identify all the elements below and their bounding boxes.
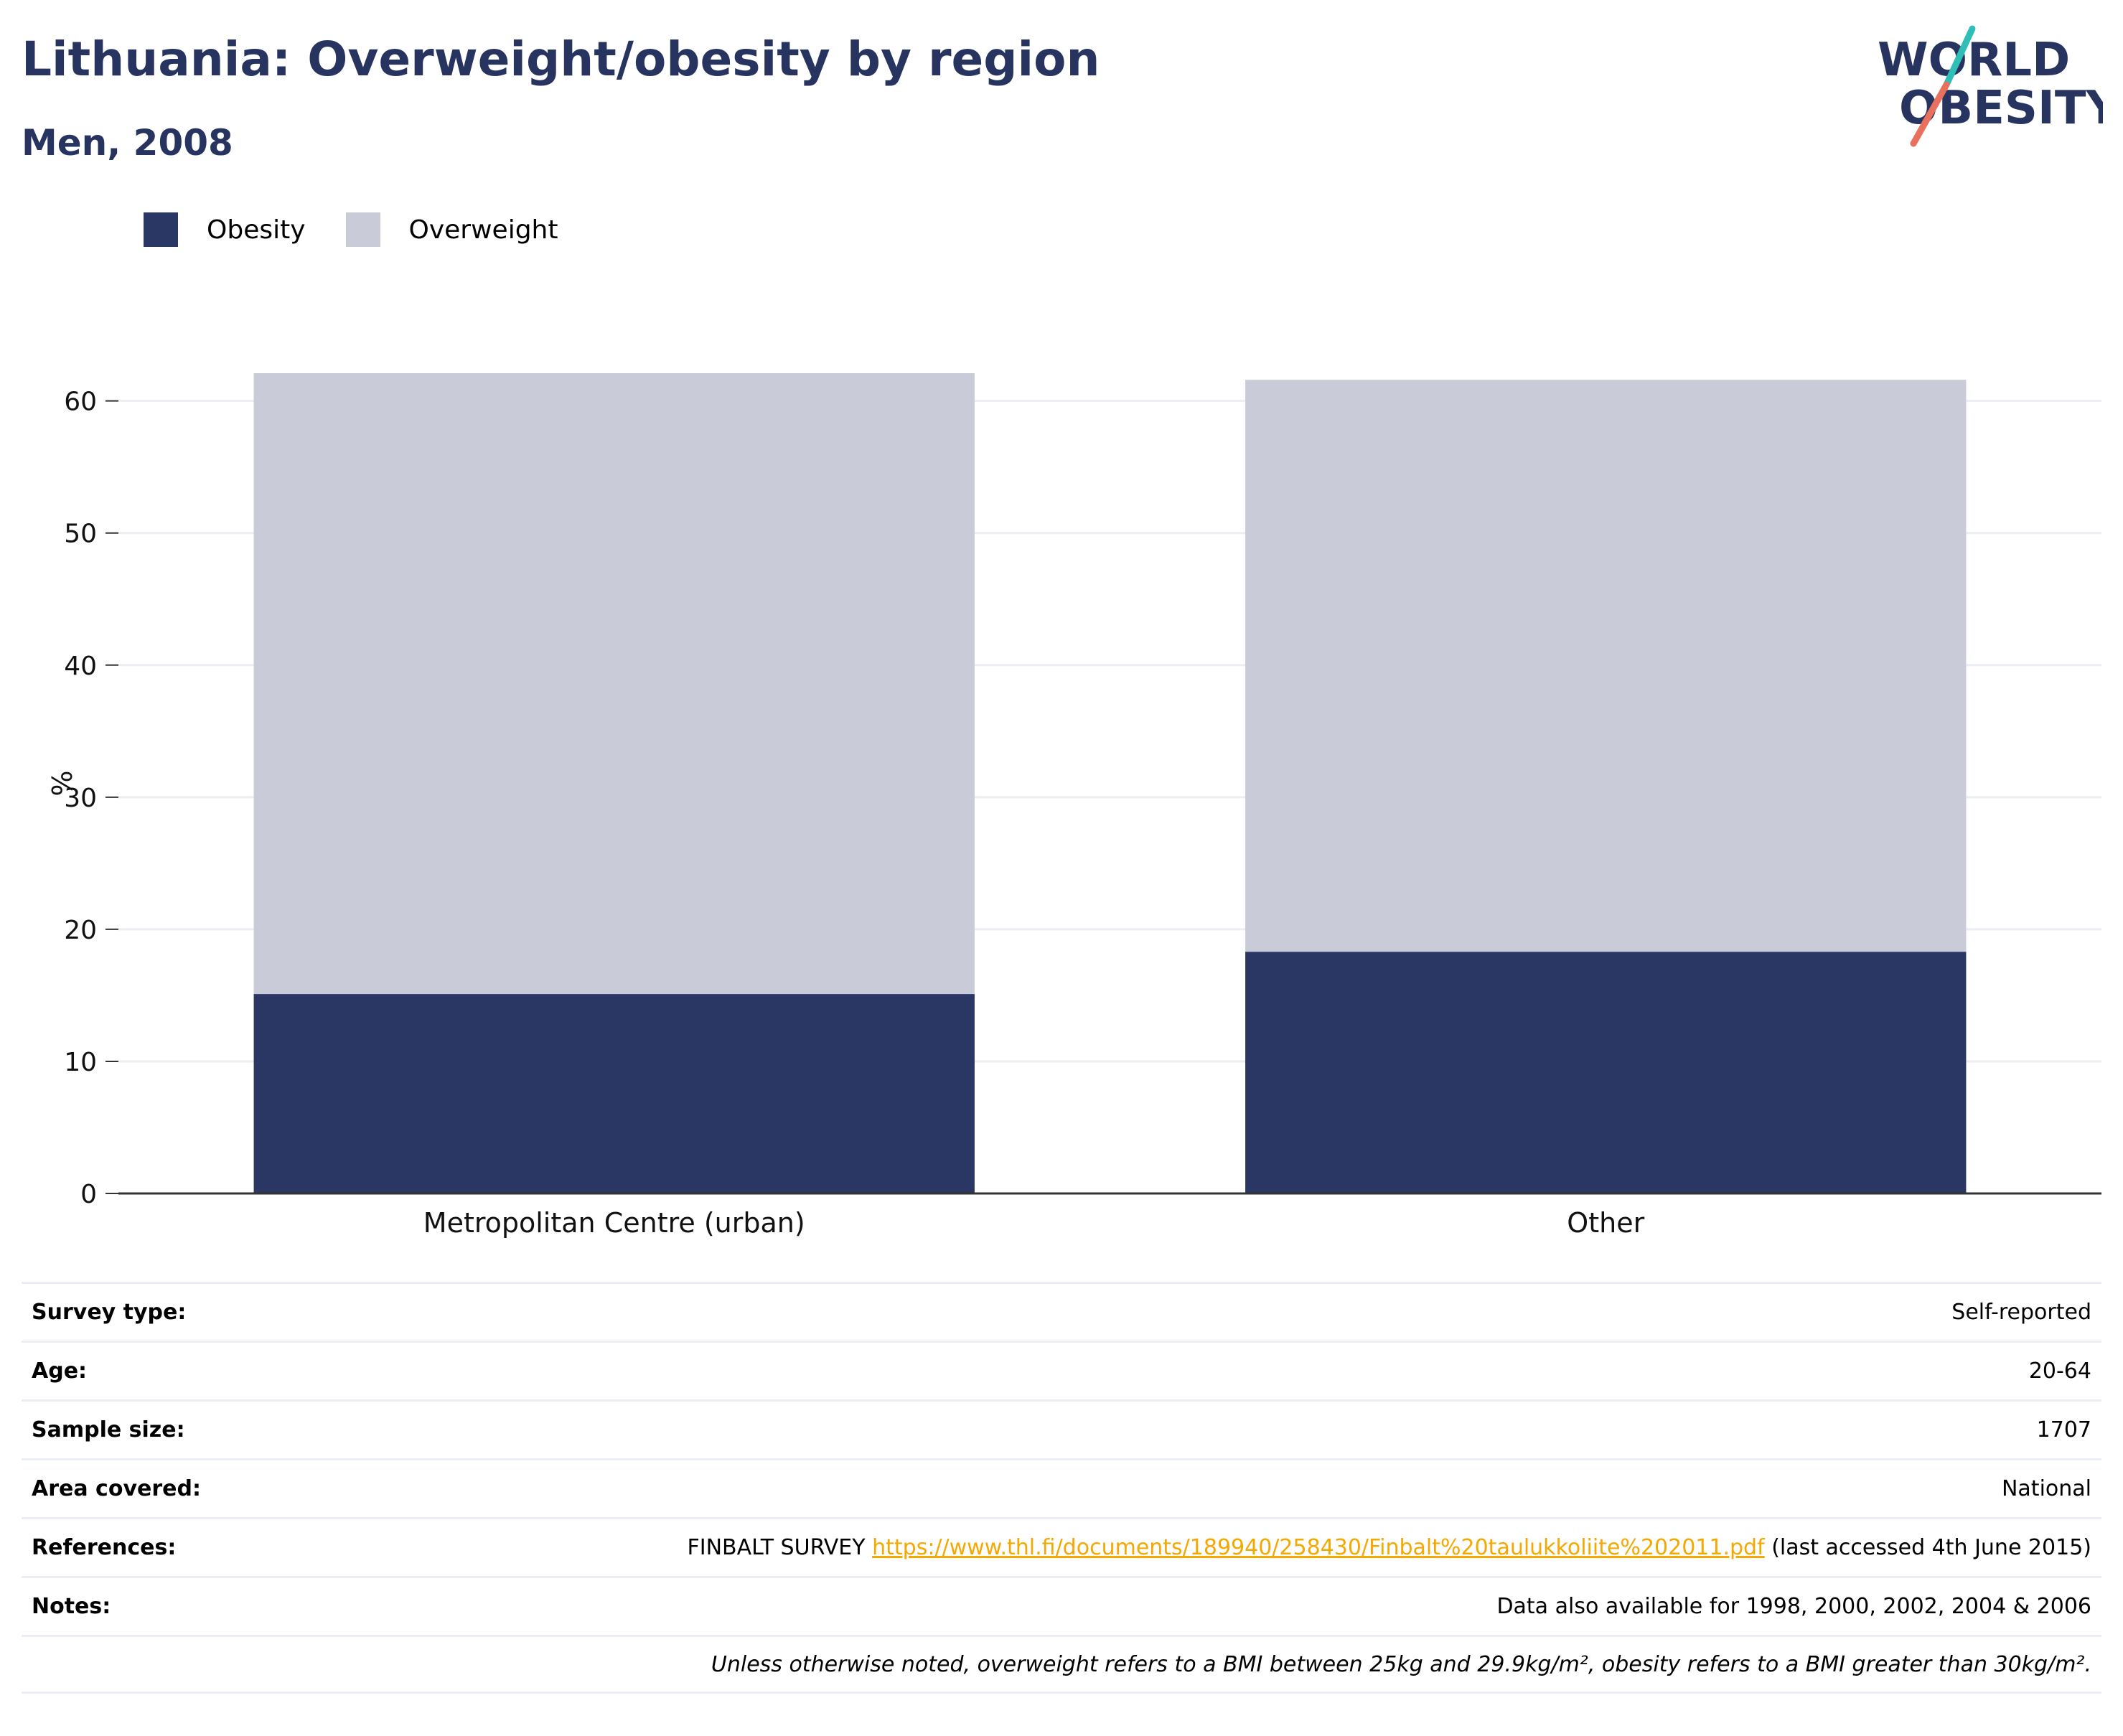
meta-label: Age: [32,1359,88,1384]
meta-value: Data also available for 1998, 2000, 2002… [1496,1594,2091,1619]
meta-row-age: Age: 20-64 [22,1341,2101,1399]
meta-row-references: References: FINBALT SURVEY https://www.t… [22,1517,2101,1576]
meta-row-notes: Notes: Data also available for 1998, 200… [22,1576,2101,1635]
x-tick-label: Other [1567,1207,1644,1239]
bar-chart: 0 10 20 30 40 50 60% Metropolitan Centre (urban… [45,373,2101,1239]
y-tick-label: 60 [64,388,97,417]
meta-row-survey-type: Survey type: Self-reported [22,1282,2101,1341]
bar-overweight-2 [1245,380,1967,952]
meta-label: Sample size: [32,1417,185,1442]
y-tick-label: 40 [64,652,97,681]
meta-label: References: [32,1535,177,1560]
survey-metadata-table: Survey type: Self-reported Age: 20-64 Sa… [22,1282,2101,1694]
bar-overweight-1 [253,373,975,995]
reference-suffix: (last accessed 4th June 2015) [1764,1535,2091,1560]
meta-value: 20-64 [2028,1359,2091,1384]
meta-value: FINBALT SURVEY https://www.thl.fi/docume… [687,1535,2091,1560]
x-tick-label: Metropolitan Centre (urban) [423,1207,805,1239]
legend-label-overweight: Overweight [408,215,558,245]
reference-prefix: FINBALT SURVEY [687,1535,873,1560]
reference-link[interactable]: https://www.thl.fi/documents/189940/2584… [872,1535,1765,1560]
y-tick-label: 0 [80,1180,97,1209]
chart-legend: Obesity Overweight [144,212,598,247]
meta-label: Survey type: [32,1300,187,1325]
legend-swatch-overweight [345,212,380,247]
page-subtitle: Men, 2008 [22,122,233,164]
meta-label: Area covered: [32,1476,201,1501]
y-axis-label: % [45,770,77,796]
meta-value: 1707 [2036,1417,2091,1442]
y-tick-label: 20 [64,916,97,945]
meta-value: Self-reported [1951,1300,2091,1325]
bar-obesity-1 [253,994,975,1193]
world-obesity-logo: WORLD OBESITY [1878,25,2103,147]
meta-row-sample-size: Sample size: 1707 [22,1399,2101,1458]
legend-swatch-obesity [144,212,178,247]
legend-label-obesity: Obesity [207,215,306,245]
y-tick-label: 50 [64,520,97,549]
legend-item-overweight[interactable]: Overweight [345,212,558,247]
bar-obesity-2 [1245,952,1967,1193]
legend-item-obesity[interactable]: Obesity [144,212,306,247]
meta-row-area-covered: Area covered: National [22,1458,2101,1517]
bmi-footnote: Unless otherwise noted, overweight refer… [22,1635,2101,1694]
y-tick-label: 10 [64,1048,97,1077]
page-title: Lithuania: Overweight/obesity by region [22,32,1100,87]
y-tick-label: 30 [64,784,97,813]
logo-line1: WORLD [1878,34,2070,87]
meta-value: National [2001,1476,2091,1501]
meta-label: Notes: [32,1594,111,1619]
